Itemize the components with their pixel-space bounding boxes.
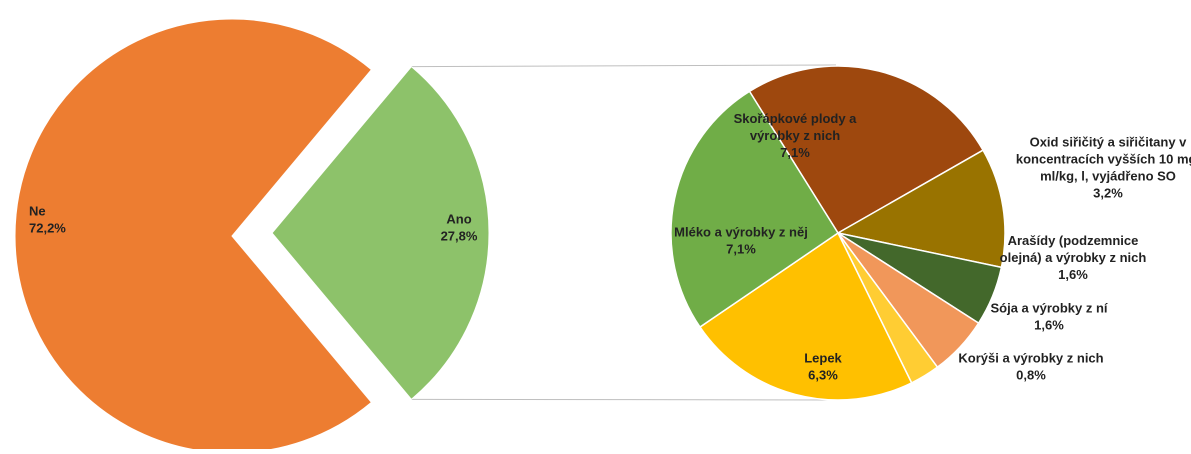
data-labels: Ne 72,2% Ano 27,8% Skořápkové plody a výrobky… <box>29 111 1191 383</box>
slice-lepek <box>698 231 913 401</box>
connector-line-bottom <box>411 398 837 401</box>
label-arasidy-podzemnice-olejna-a-vyrobky-z-nich: Arašídy (podzemnice olejná) a výrobky z n… <box>1000 233 1147 282</box>
slice-ano <box>271 65 490 401</box>
connector-lines <box>411 64 837 401</box>
slice-skorapkove-plody-a-vyrobky-z-nich <box>748 65 985 235</box>
main-pie <box>14 18 490 454</box>
label-lepek: Lepek 6,3% <box>804 351 842 383</box>
label-ano: Ano 27,8% <box>441 212 478 244</box>
slice-mleko-a-vyrobky-z-nej <box>670 90 840 329</box>
label-mleko-a-vyrobky-z-nej: Mléko a výrobky z něj 7,1% <box>674 225 808 257</box>
label-soja-a-vyrobky-z-ni: Sója a výrobky z ní 1,6% <box>990 301 1107 333</box>
label-skorapkove-plody-a-vyrobky-z-nich: Skořápkové plody a výrobky z nich 7,1% <box>734 111 858 160</box>
label-oxid-siricity-a-siricitany-v-koncentracich-vyssich-10-mg-ml-kg-l-vyjadreno-so: Oxid siřičitý a siřičitany v koncentracíc… <box>1016 135 1191 201</box>
label-korysi-a-vyrobky-z-nich: Korýši a výrobky z nich 0,8% <box>958 351 1103 383</box>
connector-line-top <box>411 64 837 68</box>
slice-oxid-siricity-a-siricitany-v-koncentracich-vyssich-10-mg-ml-kg-l-vyjadreno-so <box>835 149 1006 269</box>
sub-pie <box>670 65 1006 401</box>
label-ne: Ne 72,2% <box>29 204 66 236</box>
